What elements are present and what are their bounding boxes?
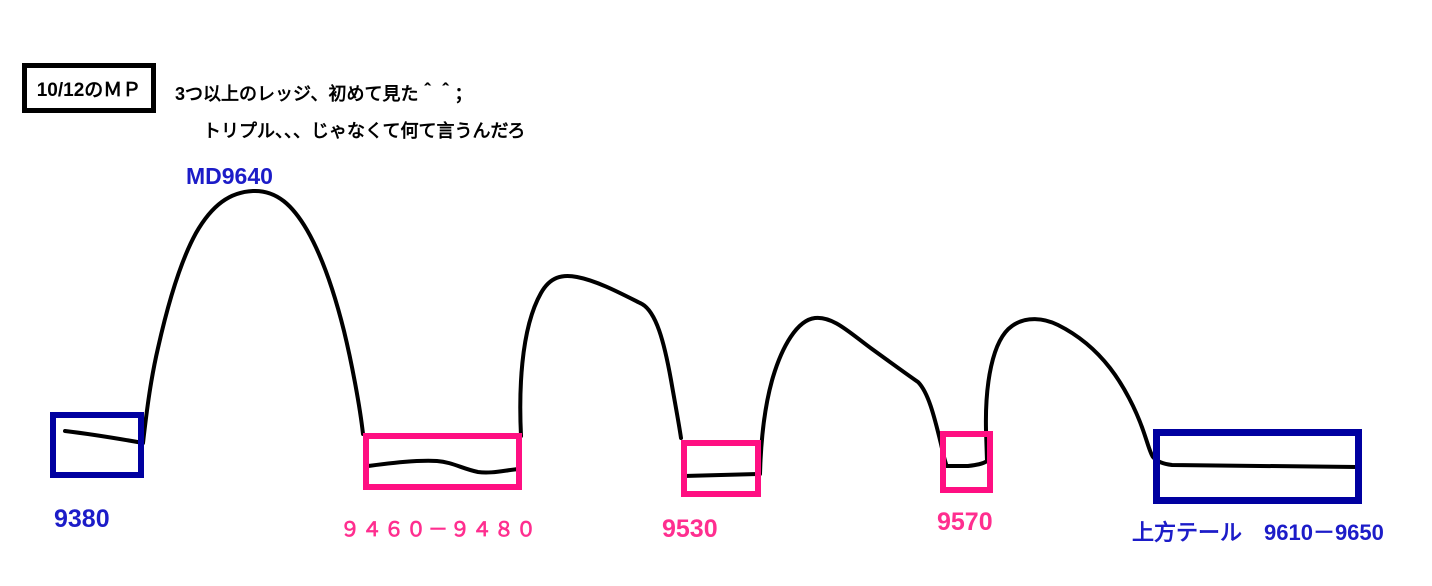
label-upper-tail: 上方テール 9610－9650 — [1132, 520, 1384, 545]
label-9530: 9530 — [662, 515, 718, 543]
title-box-label: 10/12のＭＰ — [36, 79, 142, 101]
level-box-9530 — [681, 440, 761, 497]
note-line-2: トリプル、、、じゃなくて何て言うんだろ — [203, 121, 526, 141]
label-9380: 9380 — [54, 505, 110, 533]
level-box-upper-tail — [1153, 429, 1362, 504]
curve-hump-4 — [944, 317, 1359, 469]
note-line-1: 3つ以上のレッジ、初めて見た＾＾； — [175, 84, 473, 104]
curve-hump-2 — [518, 273, 683, 440]
label-9460-9480: ９４６０－９４８０ — [340, 519, 538, 541]
curve-hump-3 — [758, 315, 948, 476]
curve-ledge-2 — [682, 472, 760, 478]
title-box: 10/12のＭＰ — [22, 63, 156, 113]
label-9570: 9570 — [937, 508, 993, 536]
peak-label: MD9640 — [186, 163, 273, 189]
curve-hump-1 — [63, 188, 365, 445]
level-box-9460-9480 — [363, 433, 522, 490]
curve-ledge-1 — [366, 458, 521, 475]
level-box-9570 — [940, 431, 993, 493]
level-box-9380 — [50, 412, 144, 478]
